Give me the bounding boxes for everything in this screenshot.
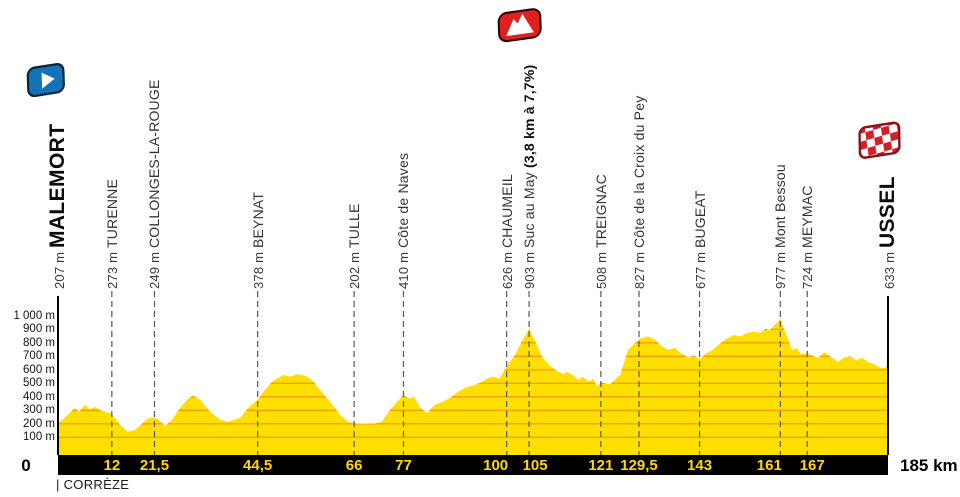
distance-label: 12 bbox=[103, 457, 121, 474]
waypoint-label: 626 m CHAUMEIL bbox=[498, 174, 515, 289]
distance-label: 167 bbox=[799, 457, 825, 474]
end-km-label: 185 km bbox=[900, 456, 958, 475]
waypoint-name: MALEMORT bbox=[46, 123, 69, 249]
distance-label: 161 bbox=[756, 457, 782, 474]
climb-detail: (3,8 km à 7,7%) bbox=[521, 64, 538, 169]
waypoint-name: TURENNE bbox=[103, 178, 120, 249]
y-axis-tick-label: 600 m bbox=[23, 363, 55, 376]
waypoint-label: 633 m USSEL bbox=[876, 176, 900, 289]
waypoint-name: Côte de Naves bbox=[395, 152, 412, 249]
department-label: | CORRÈZE bbox=[56, 477, 130, 492]
y-axis-tick-label: 100 m bbox=[23, 431, 55, 444]
waypoint-name: TULLE bbox=[346, 203, 363, 249]
distance-label: 77 bbox=[395, 457, 412, 474]
y-axis-tick-label: 300 m bbox=[23, 404, 55, 417]
waypoint-elevation: 724 m bbox=[800, 248, 816, 289]
waypoint-elevation: 903 m bbox=[522, 248, 538, 289]
waypoint-label: 977 m Mont Bessou bbox=[772, 164, 789, 289]
finish-checkered-flag-icon bbox=[851, 116, 911, 171]
waypoint-label: 207 m MALEMORT bbox=[46, 123, 70, 289]
waypoint-label: 410 m Côte de Naves bbox=[395, 152, 412, 289]
waypoint-name: Côte de la Croix du Pey bbox=[631, 95, 647, 249]
waypoint-label: 202 m TULLE bbox=[346, 203, 363, 289]
y-axis-tick-label: 900 m bbox=[23, 323, 55, 336]
waypoint-label: 273 m TURENNE bbox=[103, 178, 120, 289]
waypoint-label: 677 m BUGEAT bbox=[691, 190, 708, 289]
y-axis-tick-label: 200 m bbox=[23, 417, 55, 430]
waypoint-elevation: 207 m bbox=[52, 248, 67, 289]
waypoint-label: 827 m Côte de la Croix du Pey bbox=[631, 95, 647, 289]
waypoint-name: MEYMAC bbox=[799, 185, 816, 249]
elevation-area bbox=[58, 318, 888, 455]
waypoint-elevation: 827 m bbox=[632, 248, 647, 289]
y-axis-tick-label: 1 000 m bbox=[13, 309, 55, 322]
distance-label: 100 bbox=[483, 457, 509, 474]
distance-label: 44,5 bbox=[243, 457, 273, 474]
distance-label: 105 bbox=[522, 457, 548, 474]
waypoint-label: 724 m MEYMAC bbox=[799, 185, 816, 289]
mountain-summit-icon bbox=[495, 3, 547, 52]
waypoint-label: 249 m COLLONGES-LA-ROUGE bbox=[146, 79, 163, 289]
waypoint-elevation: 273 m bbox=[104, 248, 120, 289]
y-axis-tick-label: 500 m bbox=[23, 377, 55, 390]
waypoint-label: 378 m BEYNAT bbox=[249, 191, 266, 289]
waypoint-label: 903 m Suc au May (3,8 km à 7,7%) bbox=[521, 64, 538, 289]
waypoint-elevation: 249 m bbox=[147, 248, 163, 289]
waypoint-name: BEYNAT bbox=[249, 191, 266, 249]
waypoint-name: TREIGNAC bbox=[592, 174, 609, 249]
distance-bar bbox=[58, 455, 888, 475]
distance-label: 143 bbox=[687, 457, 713, 474]
waypoint-elevation: 202 m bbox=[347, 248, 363, 289]
waypoint-name: Mont Bessou bbox=[772, 164, 789, 249]
waypoint-elevation: 378 m bbox=[250, 248, 266, 289]
waypoint-name: BUGEAT bbox=[691, 190, 708, 249]
distance-label: 121 bbox=[588, 457, 614, 474]
waypoint-label: 508 m TREIGNAC bbox=[592, 174, 609, 289]
distance-label: 66 bbox=[345, 457, 363, 474]
waypoint-elevation: 677 m bbox=[692, 248, 708, 289]
distance-label: 129,5 bbox=[620, 457, 658, 474]
waypoint-elevation: 633 m bbox=[882, 248, 897, 289]
y-axis-tick-label: 700 m bbox=[23, 350, 55, 363]
waypoint-name: USSEL bbox=[876, 176, 899, 249]
distance-label: 21,5 bbox=[139, 457, 170, 474]
y-axis-tick-label: 400 m bbox=[23, 390, 55, 403]
waypoint-elevation: 977 m bbox=[773, 248, 789, 289]
start-km-label: 0 bbox=[21, 456, 31, 475]
waypoint-name: COLLONGES-LA-ROUGE bbox=[146, 79, 163, 249]
waypoint-elevation: 410 m bbox=[396, 248, 412, 289]
waypoint-name: Suc au May bbox=[521, 168, 538, 249]
waypoint-elevation: 626 m bbox=[499, 248, 515, 289]
waypoint-elevation: 508 m bbox=[593, 248, 609, 289]
start-flag-icon bbox=[22, 54, 70, 111]
y-axis-tick-label: 800 m bbox=[23, 336, 55, 349]
waypoint-name: CHAUMEIL bbox=[498, 174, 515, 249]
